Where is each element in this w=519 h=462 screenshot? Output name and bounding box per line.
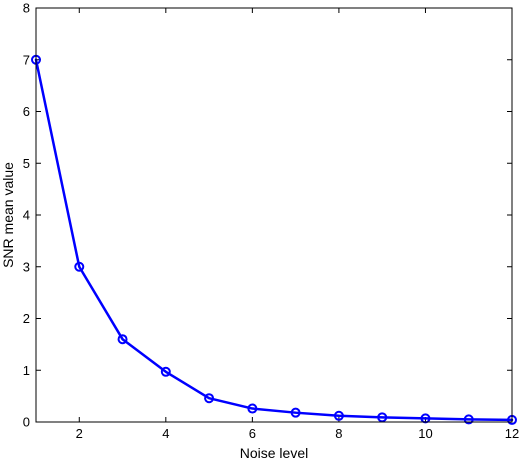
x-tick-label: 8 (335, 426, 342, 441)
data-series (31, 54, 517, 425)
x-tick-label: 6 (249, 426, 256, 441)
plot-area (36, 8, 512, 422)
y-tick-label: 4 (23, 208, 30, 223)
data-point-marker (333, 410, 344, 421)
y-tick-label: 1 (23, 363, 30, 378)
y-tick-label: 0 (23, 415, 30, 430)
y-tick-label: 7 (23, 52, 30, 67)
y-tick-label: 8 (23, 1, 30, 16)
data-point-marker (204, 393, 215, 404)
data-point-marker (290, 407, 301, 418)
y-tick-label: 3 (23, 259, 30, 274)
series-line (34, 58, 514, 422)
plot-frame (35, 7, 513, 423)
data-point-marker (377, 412, 388, 423)
y-tick-label: 2 (23, 311, 30, 326)
data-point-marker (247, 403, 258, 414)
data-point-marker (463, 414, 474, 425)
x-tick-label: 2 (76, 426, 83, 441)
data-point-marker (160, 366, 171, 377)
x-tick-label: 12 (505, 426, 519, 441)
y-tick-label: 6 (23, 104, 30, 119)
data-point-marker (74, 261, 85, 272)
y-tick-label: 5 (23, 156, 30, 171)
data-point-marker (117, 334, 128, 345)
x-tick-label: 10 (418, 426, 432, 441)
x-tick-label: 4 (162, 426, 169, 441)
y-axis-title: SNR mean value (0, 162, 16, 268)
x-axis-title: Noise level (240, 445, 308, 461)
